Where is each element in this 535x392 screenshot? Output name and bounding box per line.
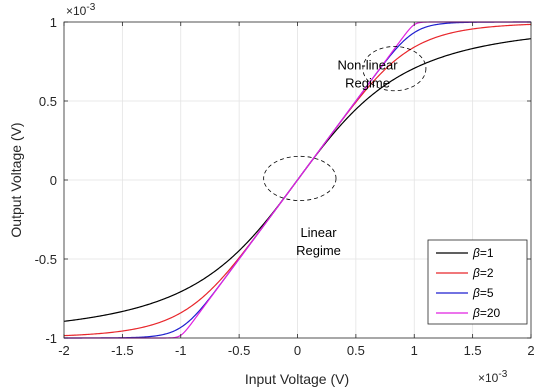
annotation-text: Regime — [296, 243, 341, 258]
x-tick-label: 1.5 — [464, 343, 482, 358]
y-tick-label: 0.5 — [39, 94, 57, 109]
y-tick-label: 0 — [50, 173, 57, 188]
y-exponent-base: ×10 — [66, 4, 87, 18]
y-tick-label: -0.5 — [35, 252, 57, 267]
x-tick-label: -1 — [175, 343, 187, 358]
x-exponent-power: -3 — [498, 369, 507, 380]
x-tick-label: -0.5 — [228, 343, 250, 358]
legend-symbol: β — [472, 286, 480, 300]
x-tick-label: -2 — [58, 343, 70, 358]
legend: β=1β=2β=5β=20 — [427, 239, 528, 325]
x-axis-label: Input Voltage (V) — [245, 371, 349, 387]
annotation-ellipse — [263, 155, 337, 201]
x-tick-label: -1.5 — [111, 343, 133, 358]
y-ticks: -1 -0.5 0 0.5 1 — [35, 15, 531, 346]
legend-value: =2 — [480, 266, 494, 280]
annotations: Non-linear Regime Linear Regime — [296, 57, 398, 257]
legend-symbol: β — [472, 306, 480, 320]
legend-entry: β=5 — [472, 286, 494, 300]
legend-value: =5 — [480, 286, 494, 300]
x-tick-label: 1 — [411, 343, 418, 358]
y-axis-exponent: ×10-3 — [66, 2, 96, 18]
legend-value: =20 — [480, 306, 501, 320]
annotation-ellipse — [362, 46, 427, 92]
legend-box — [427, 239, 528, 325]
legend-entry: β=20 — [472, 306, 501, 320]
y-tick-label: 1 — [50, 15, 57, 30]
annotation-text: Non-linear — [338, 57, 399, 72]
legend-entry: β=1 — [472, 246, 494, 260]
legend-symbol: β — [472, 266, 480, 280]
legend-entry: β=2 — [472, 266, 494, 280]
y-exponent-power: -3 — [86, 2, 95, 13]
x-tick-label: 0.5 — [347, 343, 365, 358]
x-tick-label: 0 — [294, 343, 301, 358]
annotation-text: Regime — [345, 75, 390, 90]
y-tick-label: -1 — [45, 331, 57, 346]
annotation-text: Linear — [300, 225, 337, 240]
x-exponent-base: ×10 — [478, 371, 499, 385]
annotation-ellipses — [263, 46, 427, 201]
x-ticks: -2 -1.5 -1 -0.5 0 0.5 1 1.5 2 — [58, 22, 535, 358]
x-axis-exponent: ×10-3 — [478, 369, 508, 385]
y-axis-label: Output Voltage (V) — [8, 122, 24, 237]
legend-value: =1 — [480, 246, 494, 260]
legend-symbol: β — [472, 246, 480, 260]
x-tick-label: 2 — [527, 343, 534, 358]
